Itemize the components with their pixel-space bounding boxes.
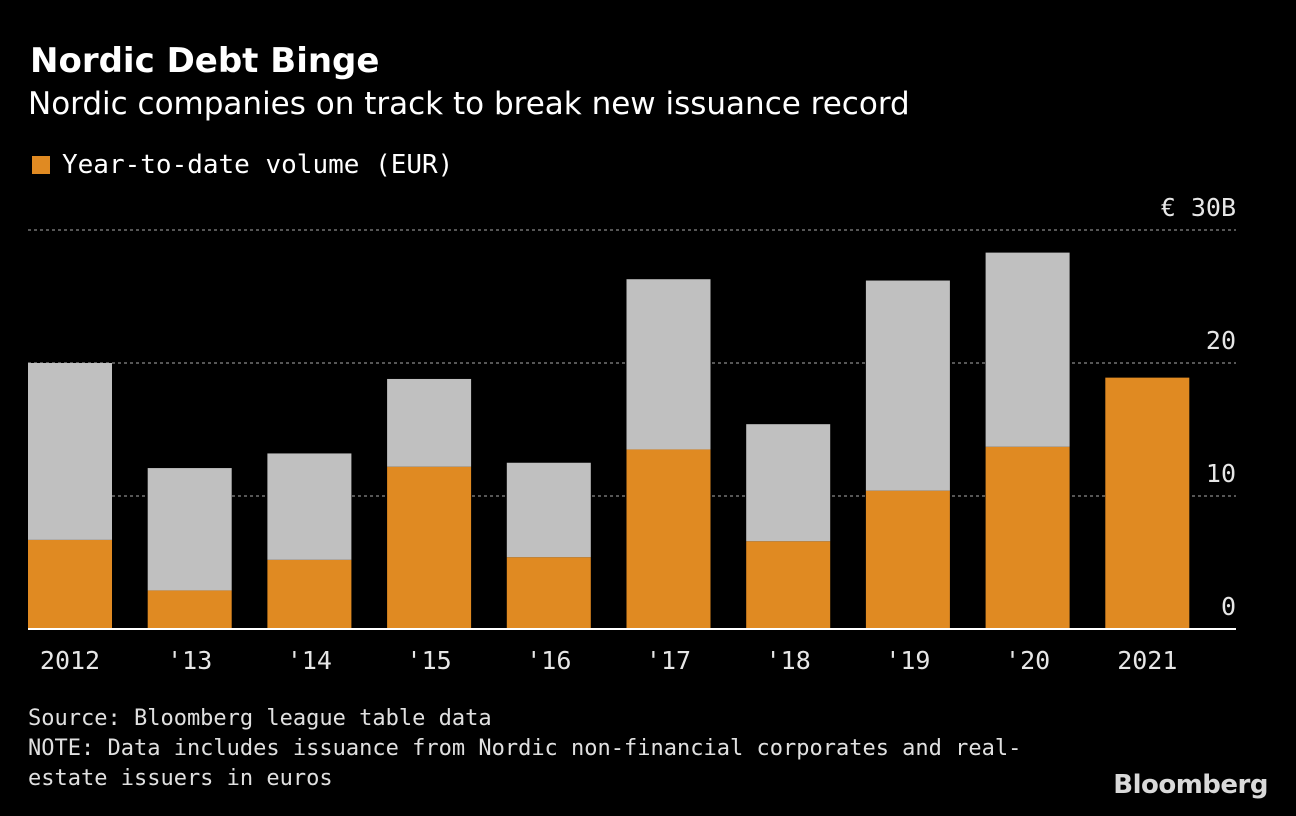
bar-ytd	[865, 490, 950, 629]
x-tick-label: '15	[407, 646, 452, 675]
bar-full-year	[626, 279, 711, 450]
bar-ytd	[746, 541, 831, 629]
bar-full-year	[267, 453, 352, 560]
bar-ytd	[28, 539, 112, 629]
y-tick-label: 20	[1206, 326, 1236, 355]
x-tick-label: '18	[766, 646, 811, 675]
chart-title: Nordic Debt Binge	[30, 41, 380, 81]
bar-ytd	[267, 559, 352, 629]
bar-ytd	[506, 557, 591, 629]
bar-ytd	[147, 590, 232, 629]
bar-full-year	[985, 252, 1070, 447]
bar-full-year	[865, 280, 950, 491]
y-tick-label: 10	[1206, 459, 1236, 488]
legend-label: Year-to-date volume (EUR)	[62, 150, 454, 180]
x-tick-label: '16	[526, 646, 571, 675]
y-tick-label: € 30B	[1161, 193, 1236, 222]
bar-full-year	[28, 363, 112, 540]
bar-chart: 0 10 20 € 30B 2012 '13 '14 '15 '16 '17 '18 '19 '20 20…	[28, 193, 1236, 675]
note-line: NOTE: Data includes issuance from Nordic…	[28, 736, 1022, 791]
bar-full-year	[506, 462, 591, 558]
legend: Year-to-date volume (EUR)	[32, 150, 453, 180]
bar-ytd	[985, 446, 1070, 629]
y-tick-label: 0	[1221, 592, 1236, 621]
bar-full-year	[746, 424, 831, 542]
source-line: Source: Bloomberg league table data	[28, 706, 492, 731]
x-tick-label: 2012	[40, 646, 100, 675]
legend-swatch	[32, 156, 50, 174]
source-note: Source: Bloomberg league table data NOTE…	[28, 704, 1028, 794]
bar-ytd	[1105, 377, 1190, 629]
x-tick-label: '20	[1005, 646, 1050, 675]
bloomberg-logo: Bloomberg	[1113, 770, 1268, 800]
bar-full-year	[147, 468, 232, 591]
bar-full-year	[387, 378, 472, 467]
x-tick-label: '17	[646, 646, 691, 675]
bar-ytd	[387, 466, 472, 629]
chart-subtitle: Nordic companies on track to break new i…	[28, 86, 910, 122]
x-tick-label: 2021	[1117, 646, 1177, 675]
x-tick-label: '19	[885, 646, 930, 675]
bar-ytd	[626, 449, 711, 629]
x-tick-label: '13	[167, 646, 212, 675]
x-tick-label: '14	[287, 646, 332, 675]
